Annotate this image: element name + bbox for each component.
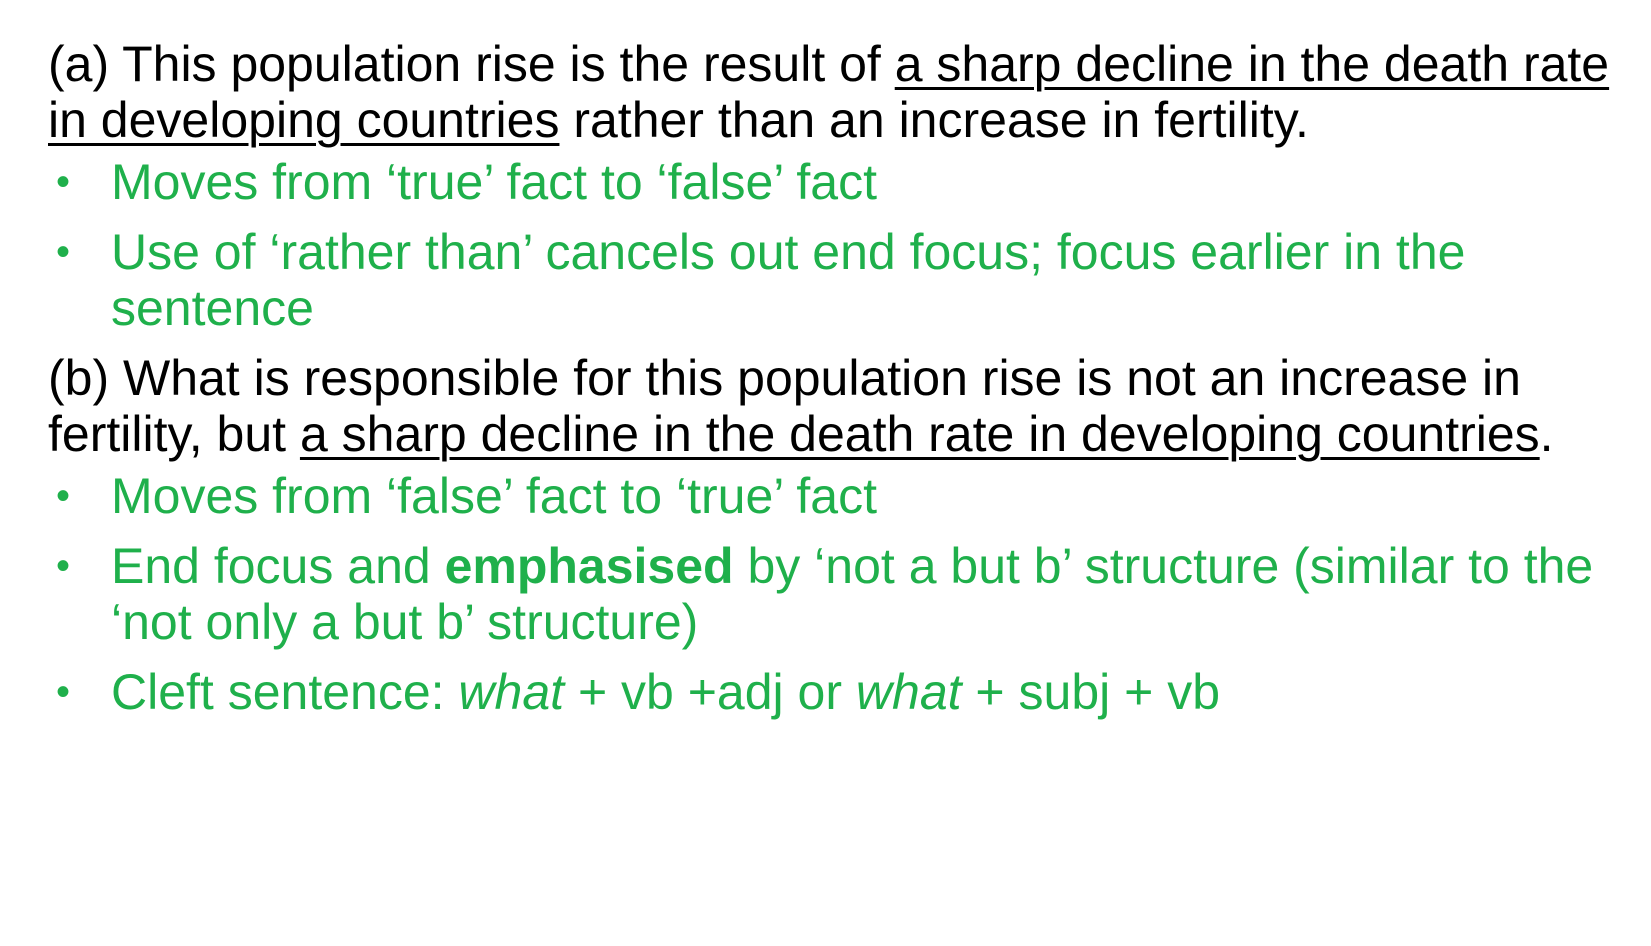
bullet-icon: • [56,670,71,714]
list-item: • Use of ‘rather than’ cancels out end fo… [48,224,1618,336]
slide-content: (a) This population rise is the result o… [48,36,1618,734]
bullet-text-part: + subj + vb [961,664,1221,720]
bullet-text-part: Cleft sentence: [111,664,459,720]
bullet-list-b: • Moves from ‘false’ fact to ‘true’ fact … [48,468,1618,720]
bullet-text: Moves from ‘false’ fact to ‘true’ fact [111,468,877,524]
paragraph-b: (b) What is responsible for this populat… [48,350,1618,462]
bullet-text-bold: emphasised [444,538,734,594]
bullet-text-part: by ‘not a but b’ structure (similar to t… [111,538,1594,650]
paragraph-a-prefix: (a) This population rise is the result o… [48,36,895,92]
bullet-text: Moves from ‘true’ fact to ‘false’ fact [111,154,877,210]
bullet-text-italic: what [458,664,565,720]
bullet-text-part: End focus and [111,538,445,594]
bullet-icon: • [56,474,71,518]
list-item: • Moves from ‘false’ fact to ‘true’ fact [48,468,1618,524]
paragraph-b-prefix: (b) What is responsible for this populat… [48,350,1521,462]
paragraph-b-underlined: a sharp decline in the death rate in dev… [299,406,1540,462]
list-item: • Cleft sentence: what + vb +adj or what … [48,664,1618,720]
paragraph-a-underlined: a sharp decline in the death rate in dev… [48,36,1610,148]
bullet-icon: • [56,544,71,588]
list-item: • Moves from ‘true’ fact to ‘false’ fact [48,154,1618,210]
paragraph-a: (a) This population rise is the result o… [48,36,1618,148]
bullet-text: Use of ‘rather than’ cancels out end foc… [111,224,1466,336]
bullet-icon: • [56,160,71,204]
bullet-icon: • [56,230,71,274]
paragraph-a-suffix: rather than an increase in fertility. [559,92,1309,148]
list-item: • End focus and emphasised by ‘not a but … [48,538,1618,650]
paragraph-b-suffix: . [1539,406,1554,462]
bullet-list-a: • Moves from ‘true’ fact to ‘false’ fact … [48,154,1618,336]
bullet-text-part: + vb +adj or [564,664,856,720]
bullet-text-italic: what [855,664,962,720]
